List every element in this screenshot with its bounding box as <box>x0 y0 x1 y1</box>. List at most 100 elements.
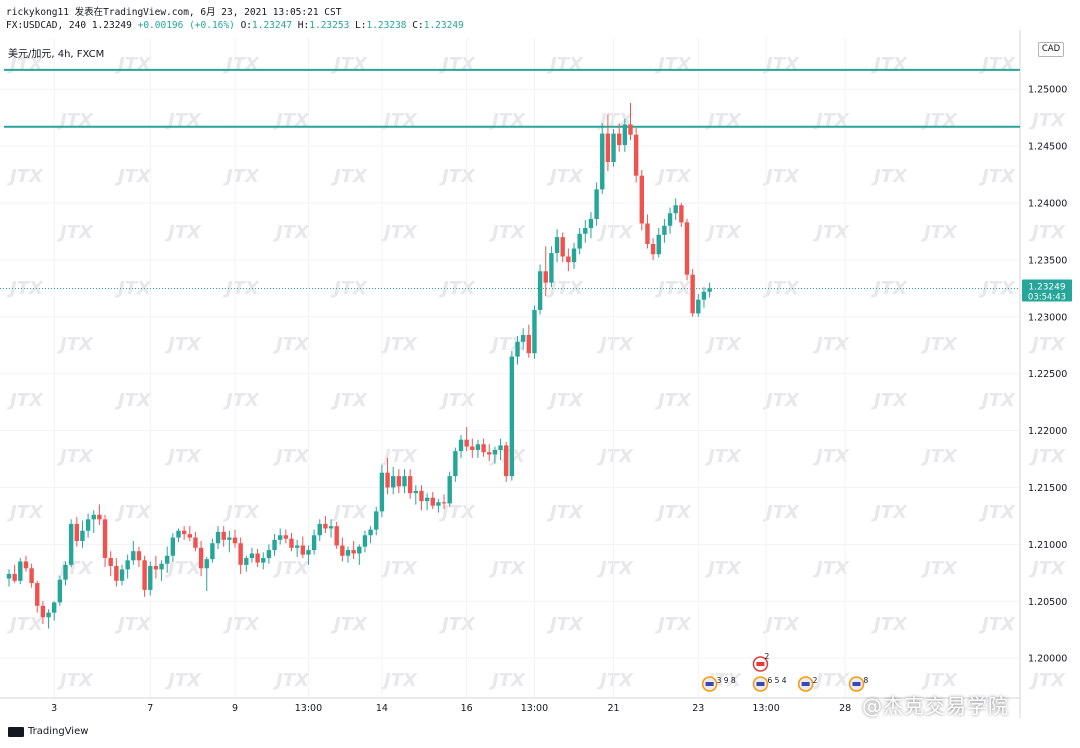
candle-down <box>40 605 46 618</box>
price-tick-label: 1.21500 <box>1028 483 1067 494</box>
open-label: O: <box>240 20 253 31</box>
candle-down <box>470 446 475 450</box>
candle-down <box>351 550 356 554</box>
time-tick-label: 21 <box>608 703 620 714</box>
watermark-text: JTX <box>547 614 584 635</box>
time-tick-label: 23 <box>692 703 704 714</box>
candle-down <box>289 538 294 548</box>
price-tick-label: 1.20500 <box>1028 597 1067 608</box>
candle-down <box>136 551 142 561</box>
watermark-text: JTX <box>871 390 908 411</box>
watermark-text: JTX <box>597 670 634 691</box>
price-tick-label: 1.20000 <box>1028 654 1067 665</box>
watermark-text: JTX <box>331 614 368 635</box>
candle-up <box>210 543 215 560</box>
watermark-text: JTX <box>273 446 310 467</box>
us-flag-icon-stripe <box>705 682 714 686</box>
close-value: 1.23249 <box>423 20 464 31</box>
watermark-text: JTX <box>655 166 692 187</box>
candle-up <box>667 213 673 226</box>
watermark-text: JTX <box>7 166 44 187</box>
watermark-text: JTX <box>705 110 742 131</box>
candle-down <box>617 133 622 145</box>
watermark-text: JTX <box>547 278 584 299</box>
candle-up <box>272 539 277 551</box>
candle-up <box>520 335 526 342</box>
watermark-text: JTX <box>57 558 94 579</box>
watermark-text: JTX <box>655 502 692 523</box>
candle-up <box>261 558 266 563</box>
candle-down <box>283 535 289 539</box>
watermark-text: JTX <box>547 54 584 75</box>
author-line: rickykong11 发表在TradingView.com, 6月 23, 2… <box>6 7 342 18</box>
watermark-text: JTX <box>57 334 94 355</box>
event-marker-label: 3 9 8 <box>717 676 736 685</box>
candle-down <box>142 560 147 590</box>
candle-up <box>577 233 582 249</box>
candle-down <box>255 553 260 563</box>
watermark-text: JTX <box>871 502 908 523</box>
watermark-text: JTX <box>871 614 908 635</box>
candle-down <box>487 452 492 455</box>
candle-up <box>317 523 322 536</box>
candle-up <box>131 551 136 561</box>
price-tick-label: 1.23500 <box>1028 255 1067 266</box>
watermark-text: JTX <box>655 278 692 299</box>
low-label: L: <box>355 20 367 31</box>
price-tick-label: 1.24500 <box>1028 142 1067 153</box>
candle-down <box>543 271 548 283</box>
candle-down <box>153 566 159 570</box>
candle-up <box>554 237 560 254</box>
candle-up <box>453 451 458 477</box>
watermark-text: JTX <box>223 54 260 75</box>
candle-down <box>605 133 611 163</box>
candle-up <box>600 133 605 190</box>
candle-down <box>181 530 187 535</box>
watermark-text: JTX <box>979 614 1016 635</box>
watermark-text: JTX <box>705 558 742 579</box>
watermark-text: JTX <box>381 558 418 579</box>
watermark-text: JTX <box>1029 110 1066 131</box>
event-marker-label: 6 5 4 <box>767 676 786 685</box>
candle-up <box>583 228 588 234</box>
currency-button[interactable]: CAD <box>1038 42 1064 57</box>
watermark-text: JTX <box>489 222 526 243</box>
candle-down <box>221 531 226 540</box>
close-label: C: <box>412 20 424 31</box>
candle-down <box>633 134 639 176</box>
candle-up <box>509 356 515 477</box>
watermark-text: JTX <box>813 558 850 579</box>
watermark-text: JTX <box>871 278 908 299</box>
candle-up <box>80 530 85 541</box>
time-tick-label: 13:00 <box>752 703 779 714</box>
candle-down <box>323 523 328 529</box>
ohlc-change: +0.00196 (+0.16%) <box>137 20 235 31</box>
watermark-text: JTX <box>655 54 692 75</box>
watermark-text: JTX <box>331 502 368 523</box>
watermark-text: JTX <box>871 54 908 75</box>
watermark-text: JTX <box>439 166 476 187</box>
candle-up <box>532 309 537 354</box>
watermark-text: JTX <box>921 558 958 579</box>
us-flag-icon-stripe <box>852 682 861 686</box>
bar-countdown: 03:54:43 <box>1028 292 1066 302</box>
candle-up <box>662 225 667 235</box>
candle-up <box>227 537 232 540</box>
watermark-text: JTX <box>273 334 310 355</box>
watermark-text: JTX <box>439 54 476 75</box>
time-tick-label: 16 <box>461 703 473 714</box>
watermark-text: JTX <box>763 278 800 299</box>
tradingview-logo[interactable]: TradingView <box>8 726 88 737</box>
event-marker-label: 2 <box>764 652 769 661</box>
candle-up <box>447 476 452 504</box>
candle-up <box>119 569 125 581</box>
time-tick-label: 13:00 <box>295 703 322 714</box>
watermark-text: JTX <box>921 110 958 131</box>
candle-up <box>588 218 594 229</box>
candle-down <box>102 519 108 559</box>
watermark-text: JTX <box>979 54 1016 75</box>
candle-up <box>6 573 12 579</box>
watermark-text: JTX <box>597 558 634 579</box>
candle-down <box>684 222 690 275</box>
